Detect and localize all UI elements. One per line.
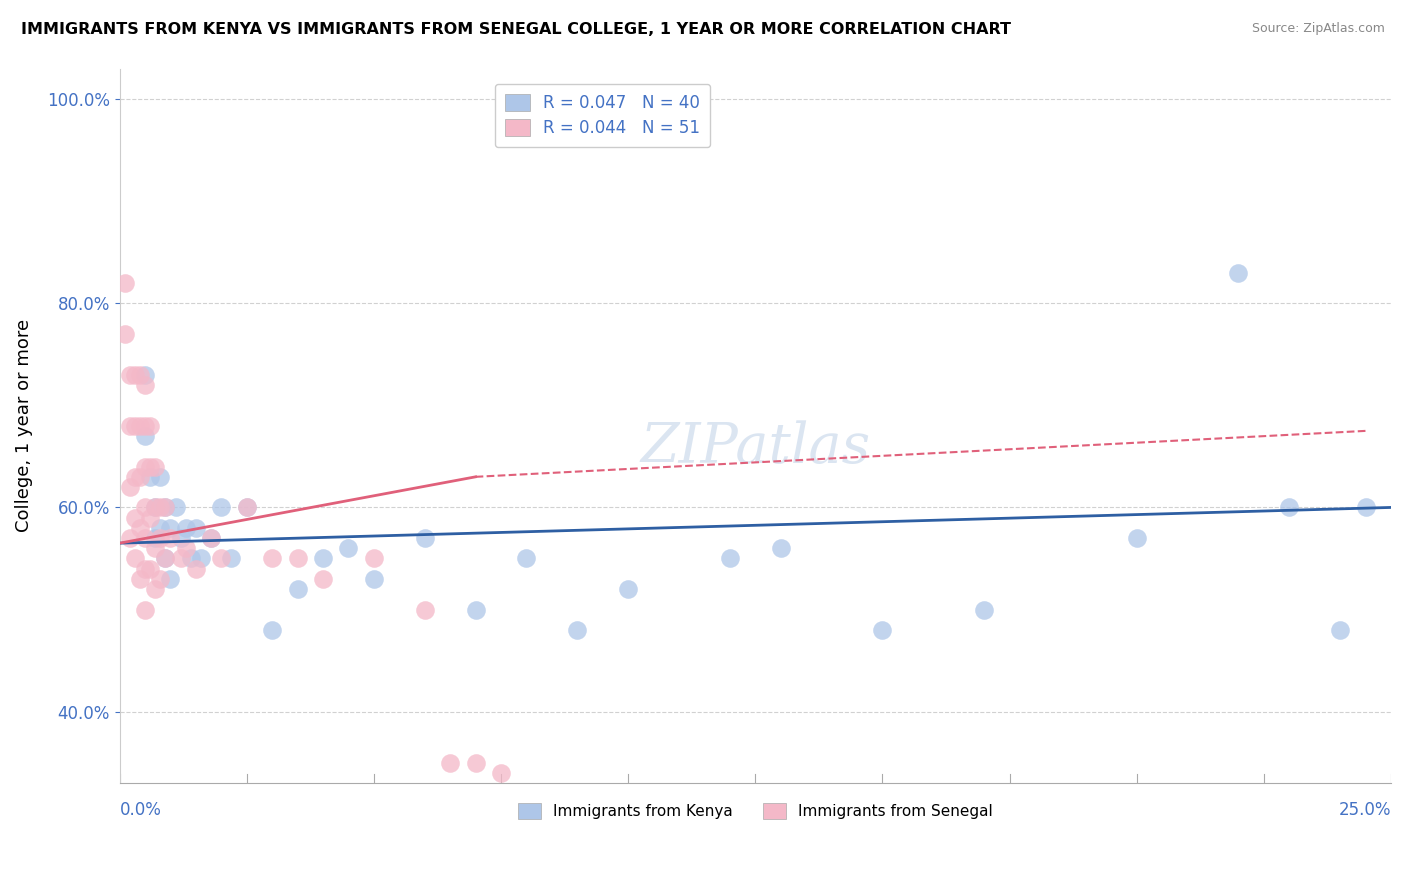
Point <box>134 531 156 545</box>
Point <box>155 500 177 515</box>
Point <box>149 521 172 535</box>
Point <box>129 368 152 382</box>
Point <box>190 551 212 566</box>
Point <box>129 418 152 433</box>
Point <box>184 562 207 576</box>
Point <box>718 551 741 566</box>
Point <box>134 418 156 433</box>
Point <box>1354 500 1376 515</box>
Point <box>149 470 172 484</box>
Point <box>169 551 191 566</box>
Point <box>159 531 181 545</box>
Point <box>872 623 894 637</box>
Point <box>159 521 181 535</box>
Legend: Immigrants from Kenya, Immigrants from Senegal: Immigrants from Kenya, Immigrants from S… <box>512 797 1000 825</box>
Point <box>143 541 166 556</box>
Point <box>143 582 166 596</box>
Point <box>363 551 385 566</box>
Point <box>149 572 172 586</box>
Point <box>413 531 436 545</box>
Point <box>363 572 385 586</box>
Point <box>155 551 177 566</box>
Point <box>118 480 141 494</box>
Point <box>312 572 335 586</box>
Point <box>439 756 461 770</box>
Point <box>143 459 166 474</box>
Point <box>129 470 152 484</box>
Text: ZIPatlas: ZIPatlas <box>640 420 870 475</box>
Point <box>515 551 537 566</box>
Point <box>184 521 207 535</box>
Point <box>235 500 257 515</box>
Point <box>134 562 156 576</box>
Point <box>124 551 146 566</box>
Point <box>287 582 309 596</box>
Point <box>118 531 141 545</box>
Point <box>180 551 202 566</box>
Point <box>165 500 187 515</box>
Point <box>139 459 162 474</box>
Point <box>209 551 232 566</box>
Text: Source: ZipAtlas.com: Source: ZipAtlas.com <box>1251 22 1385 36</box>
Point <box>1329 623 1351 637</box>
Point <box>124 470 146 484</box>
Point <box>337 541 360 556</box>
Point <box>200 531 222 545</box>
Point <box>464 602 486 616</box>
Point <box>129 521 152 535</box>
Point <box>149 531 172 545</box>
Point <box>769 541 792 556</box>
Text: 25.0%: 25.0% <box>1339 801 1391 819</box>
Point <box>139 418 162 433</box>
Y-axis label: College, 1 year or more: College, 1 year or more <box>15 319 32 533</box>
Point <box>973 602 995 616</box>
Point <box>143 500 166 515</box>
Point <box>169 531 191 545</box>
Point <box>114 326 136 341</box>
Point <box>159 572 181 586</box>
Point <box>129 572 152 586</box>
Point <box>174 521 197 535</box>
Point <box>114 276 136 290</box>
Point <box>155 500 177 515</box>
Point <box>617 582 640 596</box>
Point <box>262 623 284 637</box>
Point <box>287 551 309 566</box>
Point <box>124 510 146 524</box>
Point <box>413 602 436 616</box>
Point <box>124 368 146 382</box>
Point <box>134 378 156 392</box>
Point <box>1227 266 1250 280</box>
Point <box>567 623 589 637</box>
Point <box>221 551 243 566</box>
Point <box>134 368 156 382</box>
Point <box>134 500 156 515</box>
Point <box>155 551 177 566</box>
Point <box>139 470 162 484</box>
Point <box>134 459 156 474</box>
Point <box>464 756 486 770</box>
Point <box>174 541 197 556</box>
Point <box>1125 531 1147 545</box>
Point <box>489 765 512 780</box>
Point <box>235 500 257 515</box>
Point <box>262 551 284 566</box>
Point <box>139 510 162 524</box>
Point <box>118 368 141 382</box>
Point <box>143 531 166 545</box>
Point <box>312 551 335 566</box>
Text: 0.0%: 0.0% <box>120 801 162 819</box>
Point <box>134 602 156 616</box>
Point <box>139 562 162 576</box>
Point <box>134 429 156 443</box>
Text: IMMIGRANTS FROM KENYA VS IMMIGRANTS FROM SENEGAL COLLEGE, 1 YEAR OR MORE CORRELA: IMMIGRANTS FROM KENYA VS IMMIGRANTS FROM… <box>21 22 1011 37</box>
Point <box>209 500 232 515</box>
Point <box>200 531 222 545</box>
Point <box>1278 500 1301 515</box>
Point <box>124 418 146 433</box>
Point <box>143 500 166 515</box>
Point <box>149 500 172 515</box>
Point <box>118 418 141 433</box>
